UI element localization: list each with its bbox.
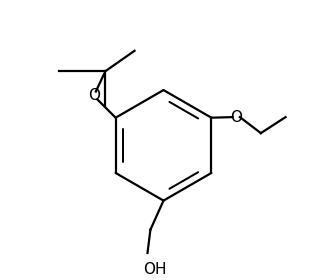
- Text: OH: OH: [143, 262, 166, 277]
- Text: O: O: [88, 88, 100, 103]
- Text: O: O: [230, 109, 242, 125]
